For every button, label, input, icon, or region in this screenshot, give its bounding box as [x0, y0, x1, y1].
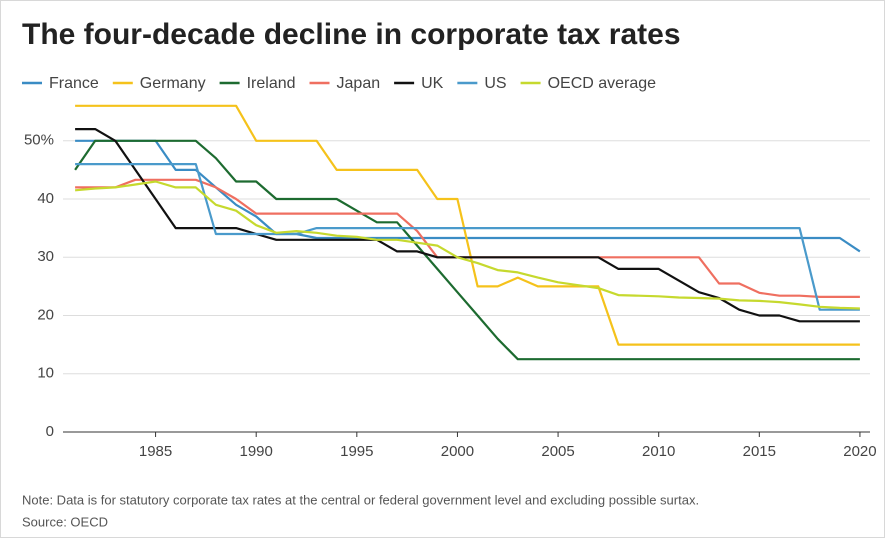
source: Source: OECD — [22, 514, 108, 529]
legend-label: Ireland — [247, 75, 296, 92]
legend-label: OECD average — [548, 75, 657, 92]
x-tick-label: 2020 — [843, 443, 876, 460]
note: Note: Data is for statutory corporate ta… — [22, 492, 699, 507]
legend-label: US — [484, 75, 506, 92]
legend-label: Germany — [140, 75, 206, 92]
x-tick-label: 2005 — [541, 443, 574, 460]
series-line — [75, 163, 860, 311]
x-tick-label: 2000 — [441, 443, 474, 460]
series-line — [75, 128, 860, 323]
y-tick-label: 10 — [37, 365, 54, 382]
y-tick-label: 0 — [46, 423, 54, 440]
series-line — [75, 180, 860, 310]
y-tick-label: 50% — [24, 132, 54, 149]
x-tick-label: 1985 — [139, 443, 172, 460]
series-line — [75, 104, 860, 346]
chart-title: The four-decade decline in corporate tax… — [22, 18, 681, 51]
legend-label: France — [49, 75, 99, 92]
y-tick-label: 20 — [37, 306, 54, 323]
y-tick-label: 40 — [37, 190, 54, 207]
y-tick-label: 30 — [37, 248, 54, 265]
legend-label: UK — [421, 75, 444, 92]
x-tick-label: 1995 — [340, 443, 373, 460]
x-tick-label: 2010 — [642, 443, 675, 460]
series-line — [74, 139, 860, 361]
legend-label: Japan — [337, 75, 381, 92]
x-tick-label: 1990 — [240, 443, 273, 460]
x-tick-label: 2015 — [743, 443, 776, 460]
